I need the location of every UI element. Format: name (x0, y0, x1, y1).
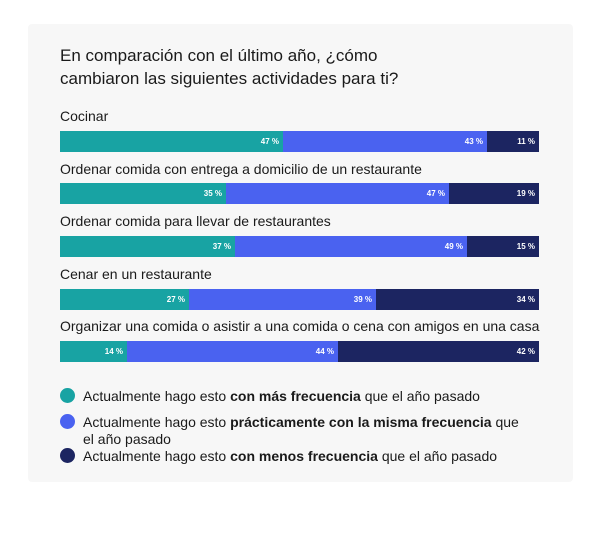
bar-value-label: 44 % (315, 347, 334, 356)
legend-text-prefix: Actualmente hago esto (83, 448, 231, 464)
bar-value-label: 34 % (516, 295, 535, 304)
bar-segment-series-1: 27 % (60, 289, 189, 310)
bar-segment-series-3: 42 % (338, 341, 539, 362)
chart-title-line-2: cambiaron las siguientes actividades par… (60, 69, 399, 88)
bar-segment-series-3: 15 % (467, 236, 539, 257)
legend-text: Actualmente hago esto con menos frecuenc… (83, 448, 533, 465)
stacked-bar: 47 % 43 % 11 % (60, 131, 539, 152)
legend-item: Actualmente hago esto con menos frecuenc… (60, 448, 540, 482)
bar-value-label: 47 % (426, 189, 445, 198)
bar-segment-series-3: 19 % (449, 183, 539, 204)
legend-text-prefix: Actualmente hago esto (83, 388, 231, 404)
bar-value-label: 47 % (260, 137, 279, 146)
legend-text-suffix: que el año pasado (377, 448, 498, 464)
bar-value-label: 15 % (516, 242, 535, 251)
bar-value-label: 43 % (464, 137, 483, 146)
legend-text-emphasis: con más frecuencia (230, 388, 361, 404)
bar-segment-series-2: 39 % (189, 289, 376, 310)
bar-segment-series-2: 43 % (283, 131, 487, 152)
legend-text-emphasis: prácticamente con la misma frecuencia (230, 414, 492, 430)
stacked-bar: 14 % 44 % 42 % (60, 341, 539, 362)
category-label: Cocinar (60, 108, 109, 124)
bar-segment-series-1: 47 % (60, 131, 283, 152)
legend-text-emphasis: con menos frecuencia (230, 448, 378, 464)
bar-value-label: 11 % (517, 137, 535, 146)
legend-text-prefix: Actualmente hago esto (83, 414, 231, 430)
bar-value-label: 14 % (104, 347, 123, 356)
stacked-bar: 37 % 49 % 15 % (60, 236, 539, 257)
legend-item: Actualmente hago esto con más frecuencia… (60, 388, 540, 422)
chart-title: En comparación con el último año, ¿cómo … (60, 44, 540, 90)
legend-text-suffix: que el año pasado (83, 414, 519, 447)
bar-segment-series-3: 34 % (376, 289, 539, 310)
legend-text: Actualmente hago esto con más frecuencia… (83, 388, 533, 405)
chart-title-line-1: En comparación con el último año, ¿cómo (60, 46, 378, 65)
bar-value-label: 37 % (212, 242, 231, 251)
category-label: Organizar una comida o asistir a una com… (60, 318, 540, 334)
stacked-bar: 35 % 47 % 19 % (60, 183, 539, 204)
legend-swatch-icon (60, 448, 75, 463)
category-label: Ordenar comida para llevar de restaurant… (60, 213, 331, 229)
legend-swatch-icon (60, 388, 75, 403)
stacked-bar-chart: Cocinar 47 % 43 % 11 % Ordenar comida con en… (60, 0, 539, 400)
bar-value-label: 42 % (516, 347, 535, 356)
legend-text-suffix: que el año pasado (360, 388, 480, 404)
bar-segment-series-1: 14 % (60, 341, 127, 362)
bar-segment-series-1: 37 % (60, 236, 235, 257)
bar-segment-series-2: 49 % (235, 236, 467, 257)
legend-item: Actualmente hago esto prácticamente con … (60, 414, 540, 448)
legend-text: Actualmente hago esto prácticamente con … (83, 414, 533, 448)
bar-segment-series-2: 44 % (127, 341, 338, 362)
bar-value-label: 35 % (203, 189, 222, 198)
category-label: Ordenar comida con entrega a domicilio d… (60, 161, 422, 177)
bar-segment-series-3: 11 % (487, 131, 539, 152)
legend-swatch-icon (60, 414, 75, 429)
bar-segment-series-2: 47 % (226, 183, 449, 204)
category-label: Cenar en un restaurante (60, 266, 212, 282)
bar-value-label: 19 % (516, 189, 535, 198)
bar-value-label: 39 % (353, 295, 372, 304)
bar-value-label: 49 % (444, 242, 463, 251)
bar-segment-series-1: 35 % (60, 183, 226, 204)
bar-value-label: 27 % (166, 295, 185, 304)
stacked-bar: 27 % 39 % 34 % (60, 289, 539, 310)
